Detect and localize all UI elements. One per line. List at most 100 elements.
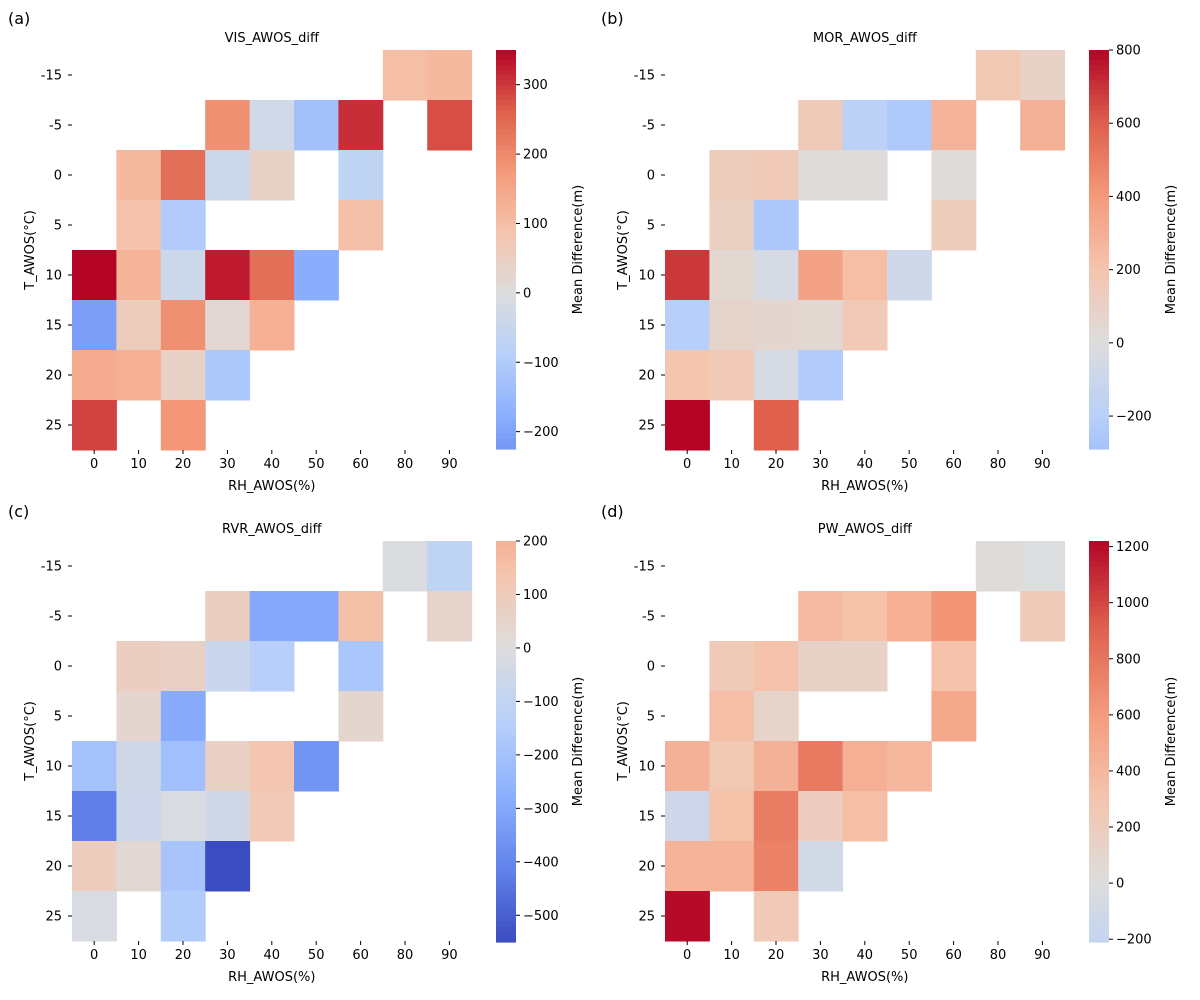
heatmap-cell [798,741,844,792]
colorbar-segment [496,556,516,562]
colorbar-segment [496,129,516,136]
colorbar-segment [1089,926,1109,933]
colorbar-segment [1089,304,1109,310]
colorbar-segment [496,239,516,246]
colorbar-tick-label: 0 [523,641,531,656]
colorbar-tick-label: −200 [523,748,559,763]
y-tick-label: 15 [638,810,655,825]
colorbar-segment [1089,561,1109,567]
colorbar-segment [1089,811,1109,818]
colorbar-segment [496,651,516,657]
colorbar-segment [1089,314,1109,320]
colorbar-segment [1089,641,1109,647]
colorbar-segment [1089,706,1109,713]
colorbar-segment [496,661,516,667]
colorbar-segment [496,404,516,410]
colorbar-segment [496,596,516,602]
colorbar-segment [1089,911,1109,918]
colorbar-segment [1089,319,1109,325]
heatmap-cell [753,641,799,692]
colorbar-segment [1089,621,1109,627]
colorbar-segment [496,329,516,335]
x-tick-label: 60 [945,948,962,963]
colorbar-tick-label: 100 [523,588,548,603]
heatmap-cell [842,791,888,842]
heatmap-cell [753,400,799,451]
colorbar-segment [1089,224,1109,231]
y-axis-label: T_AWOS(°C) [23,701,38,782]
colorbar-tick-label: −200 [1116,933,1152,948]
colorbar-segment [1089,219,1109,226]
colorbar-segment [1089,404,1109,410]
colorbar-segment [496,856,516,863]
colorbar-segment [1089,339,1109,345]
heatmap-cell [338,150,384,201]
x-tick-label: 80 [397,948,414,963]
colorbar-segment [496,541,516,547]
colorbar-segment [496,164,516,171]
colorbar-segment [496,394,516,400]
heatmap-cell [842,641,888,692]
heatmap-cell [931,691,977,742]
heatmap-cell [160,891,206,942]
colorbar-segment [496,881,516,888]
colorbar-segment [496,139,516,146]
x-tick-label: 50 [308,948,325,963]
colorbar-segment [1089,626,1109,632]
colorbar-segment [496,249,516,256]
colorbar-segment [496,109,516,116]
heatmap-cell [753,250,799,301]
colorbar-segment [496,439,516,445]
heatmap-cell [931,591,977,642]
heatmap-cell [1020,591,1066,642]
colorbar-segment [1089,901,1109,908]
colorbar-segment [1089,736,1109,743]
colorbar-segment [1089,781,1109,788]
y-tick-label: -5 [49,610,62,625]
heatmap-cell [116,250,162,301]
colorbar-segment [1089,646,1109,652]
heatmap-cell [798,250,844,301]
colorbar-tick-label: 200 [523,148,548,163]
colorbar-segment [496,726,516,733]
colorbar-segment [1089,259,1109,266]
colorbar-segment [496,641,516,647]
heatmap-cell [798,300,844,351]
colorbar-tick-label: 800 [1116,44,1141,59]
colorbar-segment [496,209,516,216]
colorbar-segment [1089,701,1109,708]
heatmap-cell [798,591,844,642]
heatmap-cell [887,100,932,151]
colorbar-segment [496,586,516,592]
colorbar-segment [496,926,516,933]
colorbar-segment [496,791,516,798]
colorbar-tick-label: 0 [1116,336,1124,351]
colorbar-segment [1089,721,1109,728]
colorbar-segment [496,626,516,632]
heatmap-cell [798,350,844,401]
colorbar-segment [1089,576,1109,582]
heatmap-cell [665,300,710,351]
colorbar-segment [1089,651,1109,657]
colorbar-segment [496,891,516,898]
colorbar-segment [496,686,516,692]
y-tick-label: -5 [49,119,62,134]
x-tick-label: 50 [901,457,918,472]
heatmap-cell [887,250,932,301]
heatmap-cell [205,250,251,301]
heatmap-cell [753,200,799,251]
y-tick-label: 25 [45,910,62,925]
colorbar-segment [1089,916,1109,923]
colorbar-segment [496,54,516,61]
heatmap-cell [116,150,162,201]
heatmap-cell [709,841,755,892]
colorbar-segment [1089,556,1109,562]
chart-title: RVR_AWOS_diff [222,522,323,537]
heatmap-cell [249,641,295,692]
heatmap-cell [116,741,162,792]
colorbar-segment [1089,931,1109,938]
colorbar-segment [1089,439,1109,445]
colorbar-segment [496,571,516,577]
